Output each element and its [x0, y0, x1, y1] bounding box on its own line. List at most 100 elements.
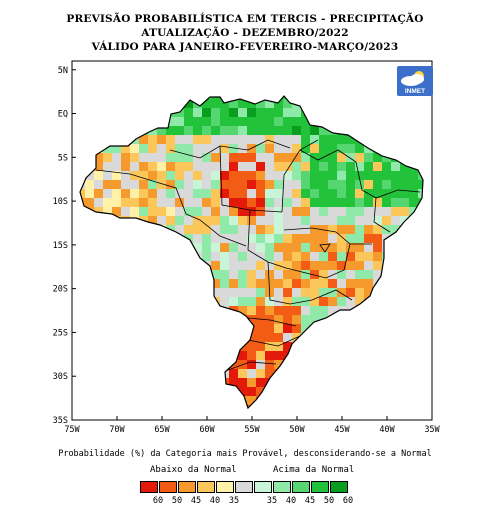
legend-above-title: Acima da Normal — [273, 465, 355, 475]
grid-cell — [247, 342, 256, 351]
grid-cell — [292, 243, 301, 252]
grid-cell — [166, 189, 175, 198]
grid-cell — [193, 162, 202, 171]
grid-cell — [283, 126, 292, 135]
grid-cell — [139, 198, 148, 207]
grid-cell — [247, 351, 256, 360]
grid-cell — [184, 99, 193, 108]
grid-cell — [364, 198, 373, 207]
grid-cell — [220, 153, 229, 162]
grid-cell — [328, 252, 337, 261]
grid-cell — [409, 189, 418, 198]
grid-cell — [265, 108, 274, 117]
grid-cell — [292, 306, 301, 315]
grid-cell — [193, 234, 202, 243]
grid-cell — [247, 243, 256, 252]
grid-cell — [175, 216, 184, 225]
grid-cell — [265, 252, 274, 261]
grid-cell — [121, 180, 130, 189]
grid-cell — [202, 108, 211, 117]
grid-cell — [346, 198, 355, 207]
grid-cell — [373, 216, 382, 225]
grid-cell — [364, 288, 373, 297]
grid-cell — [220, 270, 229, 279]
grid-cell — [247, 180, 256, 189]
grid-cell — [310, 306, 319, 315]
grid-cell — [103, 153, 112, 162]
grid-cell — [229, 378, 238, 387]
grid-cell — [283, 207, 292, 216]
grid-cell — [148, 198, 157, 207]
grid-cell — [301, 270, 310, 279]
grid-cell — [256, 252, 265, 261]
grid-cell — [130, 144, 139, 153]
grid-cell — [319, 234, 328, 243]
grid-cell — [373, 153, 382, 162]
grid-cell — [220, 189, 229, 198]
grid-cell — [139, 162, 148, 171]
grid-cell — [301, 225, 310, 234]
grid-cell — [301, 306, 310, 315]
grid-cell — [139, 171, 148, 180]
grid-cell — [292, 198, 301, 207]
grid-cell — [256, 117, 265, 126]
grid-cell — [211, 216, 220, 225]
grid-cell — [229, 153, 238, 162]
grid-cell — [175, 225, 184, 234]
grid-cell — [310, 216, 319, 225]
grid-cell — [283, 99, 292, 108]
grid-cell — [355, 252, 364, 261]
grid-cell — [211, 180, 220, 189]
grid-cell — [229, 261, 238, 270]
grid-cell — [85, 198, 94, 207]
grid-cell — [391, 180, 400, 189]
legend-swatch — [140, 481, 158, 493]
grid-cell — [256, 351, 265, 360]
grid-cell — [166, 216, 175, 225]
grid-cell — [283, 108, 292, 117]
grid-cell — [166, 180, 175, 189]
grid-cell — [292, 234, 301, 243]
grid-cell — [274, 171, 283, 180]
grid-cell — [247, 306, 256, 315]
grid-cell — [265, 144, 274, 153]
grid-cell — [283, 216, 292, 225]
grid-cell — [319, 279, 328, 288]
grid-cell — [121, 153, 130, 162]
svg-text:INMET: INMET — [405, 88, 425, 95]
grid-cell — [247, 207, 256, 216]
grid-cell — [346, 162, 355, 171]
grid-cell — [202, 225, 211, 234]
grid-cell — [283, 342, 292, 351]
grid-cell — [328, 198, 337, 207]
grid-cell — [364, 225, 373, 234]
grid-cell — [346, 180, 355, 189]
grid-cell — [175, 162, 184, 171]
grid-cell — [274, 315, 283, 324]
grid-cell — [265, 198, 274, 207]
grid-cell — [229, 297, 238, 306]
grid-cell — [310, 234, 319, 243]
grid-cell — [238, 153, 247, 162]
grid-cell — [202, 234, 211, 243]
grid-cell — [274, 243, 283, 252]
grid-cell — [274, 270, 283, 279]
grid-cell — [292, 189, 301, 198]
grid-cell — [238, 171, 247, 180]
grid-cell — [301, 117, 310, 126]
grid-cell — [301, 234, 310, 243]
grid-cell — [319, 297, 328, 306]
grid-cell — [112, 162, 121, 171]
grid-cell — [283, 171, 292, 180]
grid-cell — [211, 243, 220, 252]
grid-cell — [355, 216, 364, 225]
grid-cell — [166, 198, 175, 207]
grid-cell — [193, 198, 202, 207]
grid-cell — [238, 270, 247, 279]
grid-cell — [256, 279, 265, 288]
grid-cell — [130, 180, 139, 189]
grid-cell — [202, 144, 211, 153]
grid-cell — [301, 189, 310, 198]
grid-cell — [328, 261, 337, 270]
grid-cell — [328, 306, 337, 315]
